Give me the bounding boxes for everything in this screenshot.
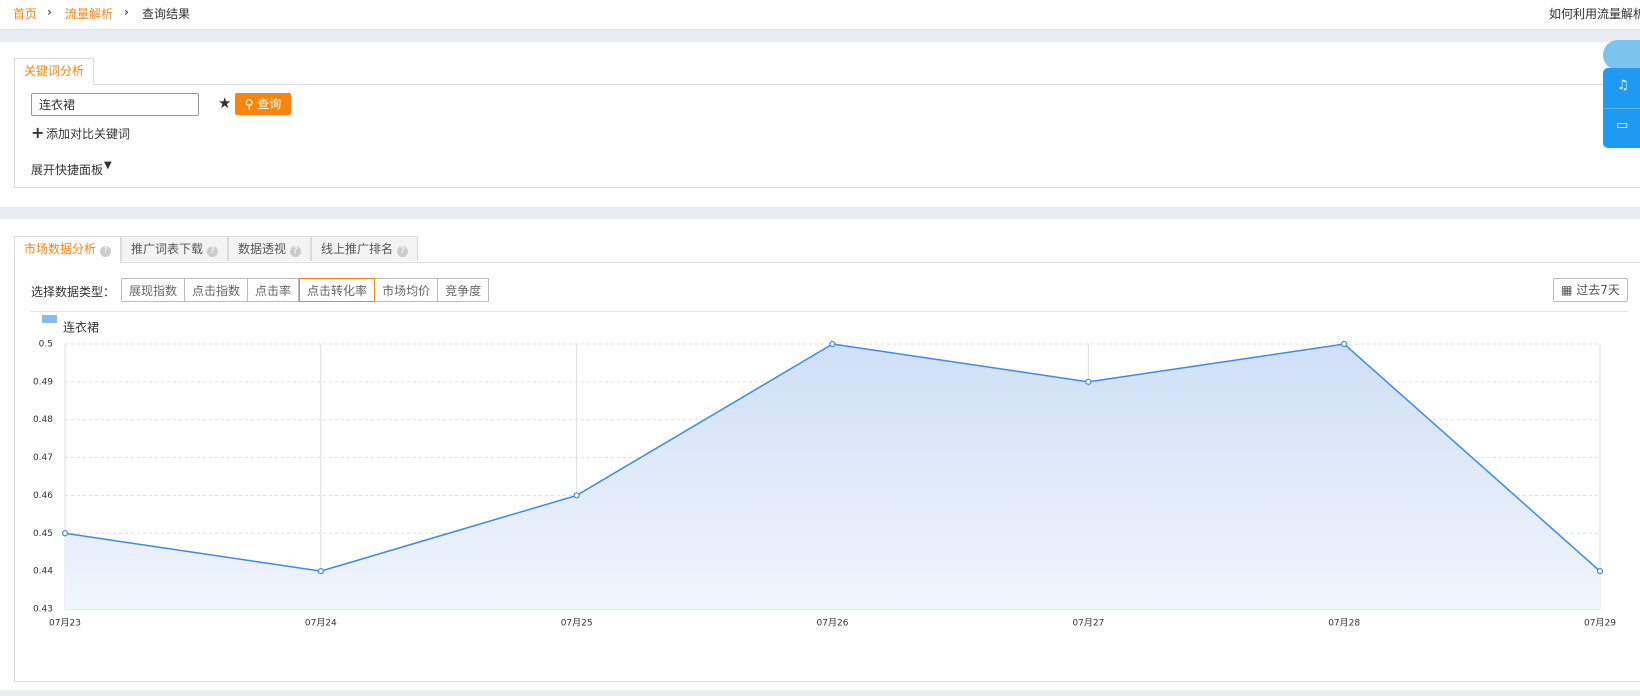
market-tab[interactable]: 线上推广排名? xyxy=(311,236,419,261)
breadcrumb-separator: › xyxy=(47,5,52,19)
data-type-button[interactable]: 市场均价 xyxy=(375,278,439,302)
breadcrumb-current: 查询结果 xyxy=(142,7,191,21)
calendar-icon: ▦ xyxy=(1561,283,1577,297)
data-type-label: 选择数据类型： xyxy=(31,285,116,299)
top-bar: 首页 › 流量解析 › 查询结果 如何利用流量解析 xyxy=(0,0,1640,30)
point xyxy=(1085,378,1092,385)
expand-arrow: ▼ xyxy=(104,160,112,171)
toolbar-divider xyxy=(1603,108,1640,109)
chat-button[interactable]: ▭ xyxy=(1616,118,1629,133)
market-tab-text: 市场数据分析 xyxy=(24,242,97,256)
help-icon: ? xyxy=(290,246,302,257)
y-tick-label: 0.46 xyxy=(33,491,53,501)
data-type-button[interactable]: 点击率 xyxy=(248,278,300,302)
area xyxy=(65,344,1600,609)
y-tick-label: 0.5 xyxy=(39,340,53,350)
legend-label: 连衣裙 xyxy=(63,320,99,335)
data-type-button[interactable]: 点击转化率 xyxy=(299,278,376,302)
y-tick-label: 0.49 xyxy=(33,377,53,387)
market-tab[interactable]: 市场数据分析? xyxy=(14,236,122,263)
expand-link[interactable]: 展开快捷面板 xyxy=(31,163,104,177)
y-tick-label: 0.44 xyxy=(33,567,53,577)
market-tabs: 市场数据分析? 推广词表下载? 数据透视? 线上推广排名? xyxy=(14,236,419,263)
help-icon: ? xyxy=(397,246,409,257)
breadcrumb-link[interactable]: 流量解析 xyxy=(65,7,114,21)
market-tab[interactable]: 推广词表下载? xyxy=(121,236,229,261)
keyword-input[interactable]: 连衣裙 xyxy=(31,93,199,116)
point xyxy=(317,568,324,575)
data-type-button[interactable]: 点击指数 xyxy=(185,278,249,302)
y-tick-label: 0.45 xyxy=(33,529,53,539)
market-tab[interactable]: 数据透视? xyxy=(228,236,312,261)
breadcrumb-separator: › xyxy=(124,5,129,19)
help-link[interactable]: 如何利用流量解析 xyxy=(1549,7,1640,21)
x-tick-label: 07月24 xyxy=(305,618,337,629)
x-tick-label: 07月27 xyxy=(1072,618,1104,629)
search-icon: ⚲ xyxy=(244,97,258,111)
side-toolbar: ♫ ▭ xyxy=(1603,68,1640,148)
favorite-star[interactable]: ★ xyxy=(218,94,232,112)
market-tab-text: 数据透视 xyxy=(238,242,287,256)
date-range-text: 过去7天 xyxy=(1576,283,1620,297)
point xyxy=(573,492,580,499)
x-tick-label: 07月23 xyxy=(49,618,81,629)
data-type-button[interactable]: 竞争度 xyxy=(438,278,490,302)
point xyxy=(1596,568,1604,575)
chart: 0.43 0.44 0.45 0.46 0.47 0.48 0.49 0.5 07月23 07月2… xyxy=(33,315,1616,629)
data-type-button[interactable]: 展现指数 xyxy=(121,278,186,302)
point xyxy=(1341,340,1348,348)
search-button-text: 查询 xyxy=(257,97,282,111)
point xyxy=(829,340,836,348)
notification-button[interactable]: ♫ xyxy=(1617,78,1629,93)
x-tick-label: 07月25 xyxy=(561,618,593,629)
breadcrumb-link[interactable]: 首页 xyxy=(13,7,38,21)
date-range-button[interactable]: ▦ 过去7天 xyxy=(1553,278,1628,302)
point xyxy=(61,530,69,537)
search-button[interactable]: ⚲ 查询 xyxy=(235,93,291,115)
y-tick-label: 0.43 xyxy=(33,605,53,615)
mascot-icon[interactable] xyxy=(1603,40,1640,70)
keyword-tab[interactable]: 关键词分析 xyxy=(14,58,95,85)
keyword-panel: 关键词分析 连衣裙 ★ ⚲ 查询 + 添加对比关键词 展开快捷面板 ▼ xyxy=(0,42,1640,207)
x-tick-label: 07月28 xyxy=(1328,618,1360,629)
help-icon: ? xyxy=(207,246,219,257)
y-tick-label: 0.47 xyxy=(33,453,53,463)
market-tab-text: 线上推广排名 xyxy=(321,242,394,256)
x-tick-label: 07月26 xyxy=(817,618,849,629)
legend-swatch xyxy=(42,315,57,323)
divider xyxy=(31,311,1628,312)
add-compare-link[interactable]: 添加对比关键词 xyxy=(46,127,131,141)
x-tick-label: 07月29 xyxy=(1584,618,1616,629)
y-tick-label: 0.48 xyxy=(33,415,53,425)
help-icon: ? xyxy=(100,246,112,257)
data-type-group: 展现指数 点击指数 点击率 点击转化率 市场均价 竞争度 xyxy=(121,278,490,302)
plus-icon: + xyxy=(31,123,45,142)
market-tab-text: 推广词表下载 xyxy=(131,242,204,256)
